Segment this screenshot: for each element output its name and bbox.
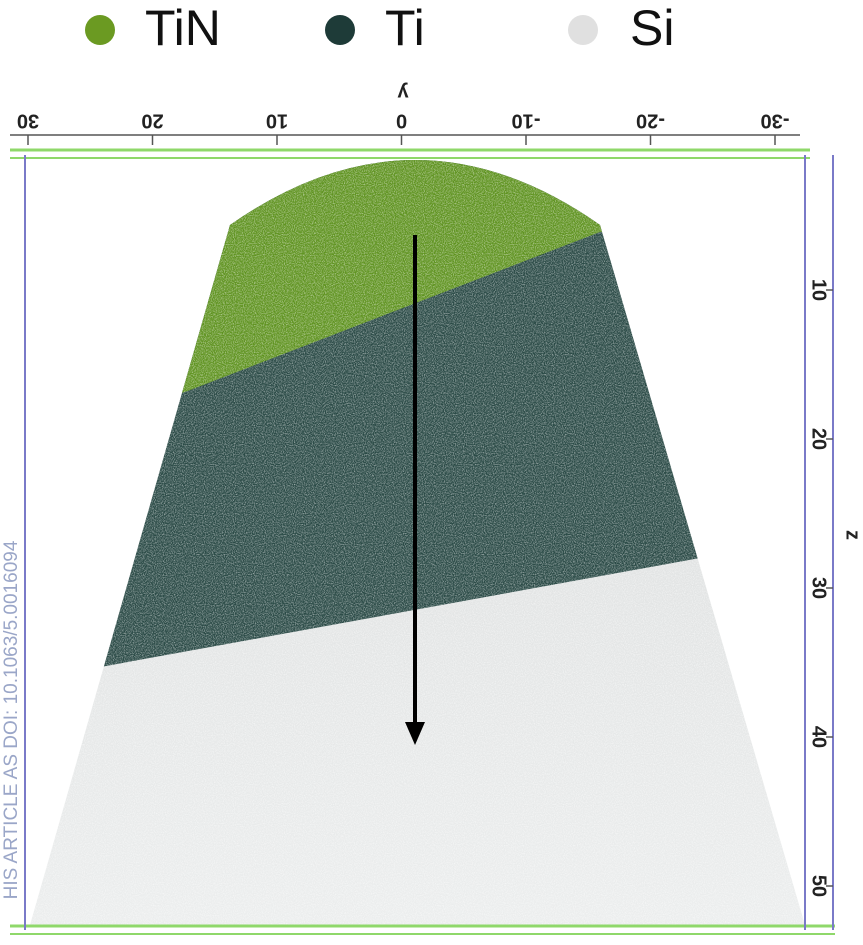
legend-label: Ti: [385, 0, 425, 56]
point-cloud: [30, 160, 805, 925]
x-tick-label: 20: [141, 110, 163, 132]
legend-marker: [85, 15, 115, 45]
x-tick-label: -10: [512, 110, 541, 132]
y-tick-label: 10: [808, 279, 830, 301]
x-tick-label: 0: [396, 110, 407, 132]
x-tick-label: -20: [636, 110, 665, 132]
y-tick-label: 50: [808, 875, 830, 897]
y-tick-label: 40: [808, 726, 830, 748]
x-tick-label: -30: [761, 110, 790, 132]
y-tick-label: 20: [808, 428, 830, 450]
legend-marker: [325, 15, 355, 45]
legend-label: Si: [630, 0, 674, 56]
arrow-head: [405, 722, 425, 745]
x-tick-label: 10: [266, 110, 288, 132]
axis-label: z: [842, 530, 863, 540]
texture: [30, 160, 805, 925]
x-tick-label: 30: [17, 110, 39, 132]
axis-label: y: [397, 82, 409, 104]
legend-label: TiN: [145, 0, 221, 56]
legend-marker: [568, 15, 598, 45]
y-tick-label: 30: [808, 577, 830, 599]
ticks: 30 20 10 0 -10 -20 -30 10 20 30 40 50: [17, 110, 833, 897]
watermark: HIS ARTICLE AS DOI: 10.1063/5.0016094: [1, 540, 22, 899]
